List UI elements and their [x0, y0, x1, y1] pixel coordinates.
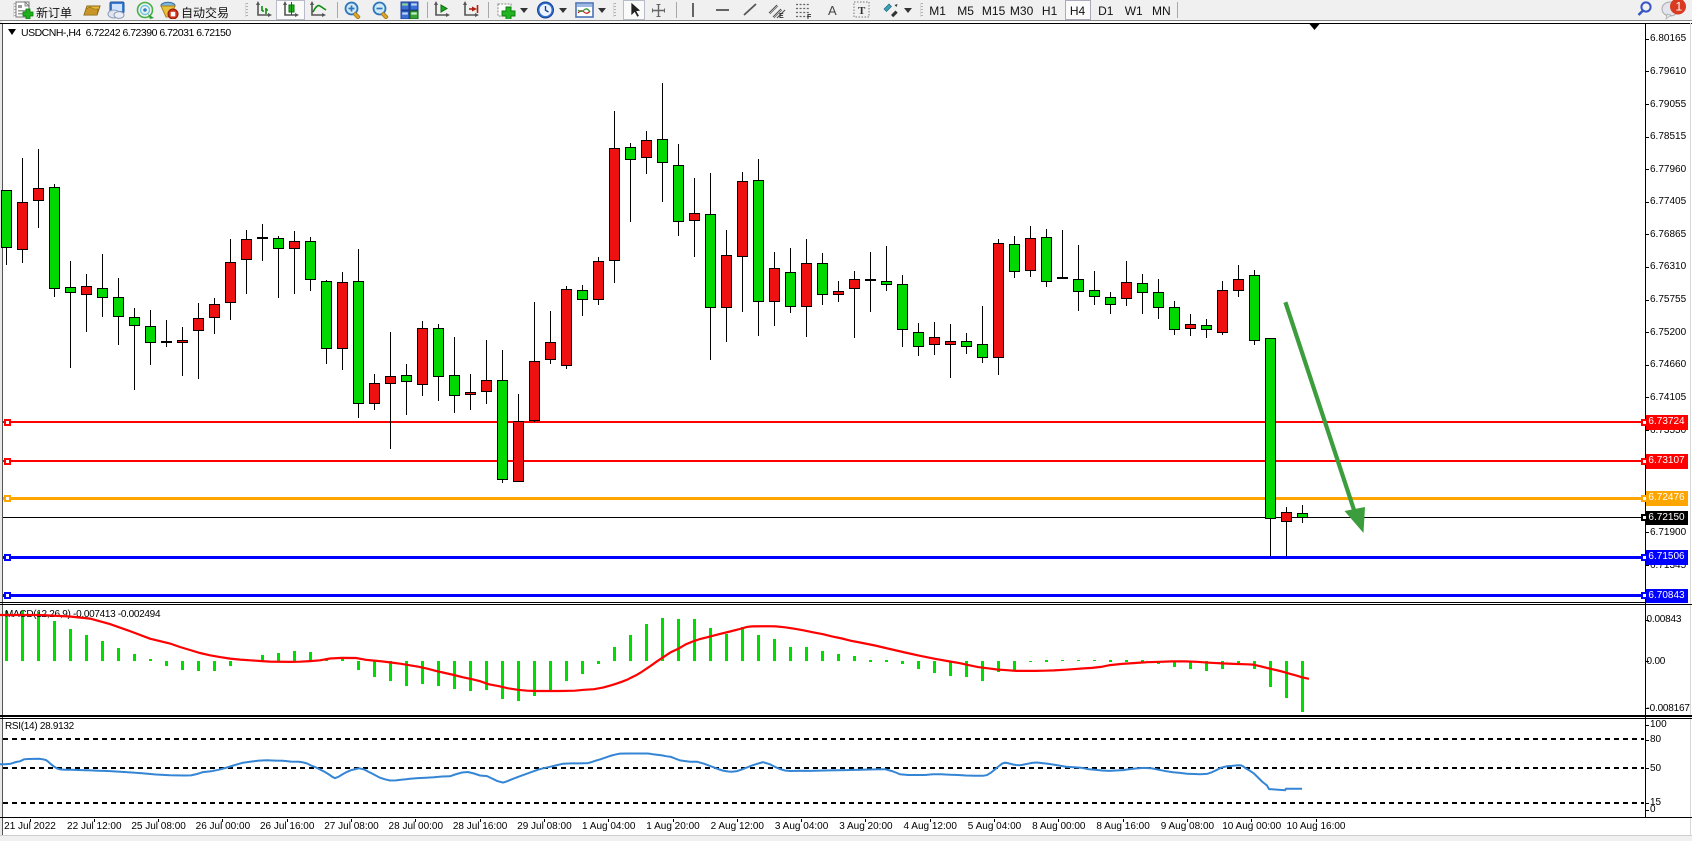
- svg-text:E: E: [779, 13, 784, 19]
- svg-text:1: 1: [1676, 0, 1683, 14]
- svg-text:F: F: [807, 14, 812, 19]
- svg-text:T: T: [858, 5, 866, 17]
